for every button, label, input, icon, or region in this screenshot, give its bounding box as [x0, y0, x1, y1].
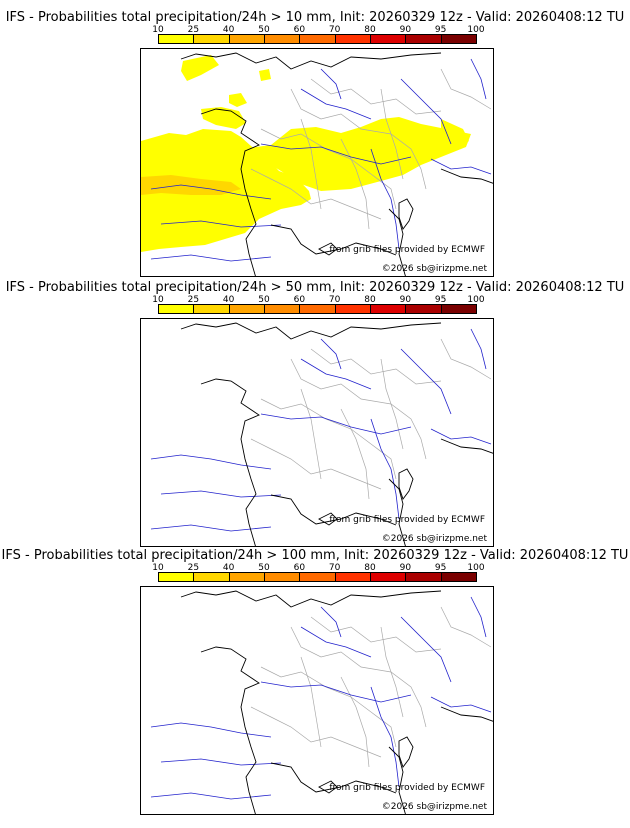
scale-label: 10 — [152, 295, 164, 305]
colorbar-cell — [406, 305, 442, 313]
precip-area-alps — [441, 119, 469, 149]
colorbar — [158, 34, 477, 44]
colorbar-cell — [229, 573, 265, 581]
scale-label: 100 — [467, 295, 485, 305]
precip-area-north-small — [259, 69, 271, 81]
scale-label: 60 — [293, 25, 306, 35]
colorbar-cell — [264, 305, 301, 313]
scale-label: 95 — [434, 295, 447, 305]
colorbar-cell — [194, 573, 230, 581]
panel-title: IFS - Probabilities total precipitation/… — [5, 10, 625, 25]
map-svg — [150, 590, 493, 814]
copyright-credit: ©2026 sb@irizpme.net — [381, 802, 487, 812]
colorbar-cell — [194, 305, 230, 313]
scale-label: 25 — [187, 25, 200, 35]
scale-label: 95 — [434, 25, 447, 35]
precipitation-map: from grib files provided by ECMWF ©2026 … — [140, 48, 494, 277]
scale-labels: 10 25 40 50 60 70 80 90 95 100 — [152, 295, 484, 305]
colorbar-cell — [370, 573, 407, 581]
scale-label: 40 — [222, 295, 235, 305]
colorbar-cell — [300, 35, 336, 43]
colorbar — [158, 572, 477, 582]
scale-label: 70 — [328, 563, 341, 573]
colorbar-cell — [229, 305, 265, 313]
coastlines — [180, 52, 493, 276]
scale-label: 40 — [222, 25, 235, 35]
colorbar-cell — [159, 573, 195, 581]
precipitation-map: from grib files provided by ECMWF ©2026 … — [140, 318, 494, 547]
scale-label: 100 — [467, 563, 485, 573]
map-svg — [150, 322, 493, 546]
map-svg — [141, 52, 493, 276]
grib-credit: from grib files provided by ECMWF — [329, 783, 485, 793]
panel-title: IFS - Probabilities total precipitation/… — [5, 280, 625, 295]
borders — [250, 606, 492, 768]
colorbar-cell — [441, 305, 476, 313]
scale-label: 70 — [328, 25, 341, 35]
copyright-credit: ©2026 sb@irizpme.net — [381, 264, 487, 274]
borders — [250, 68, 492, 230]
precipitation-map: from grib files provided by ECMWF ©2026 … — [140, 586, 494, 815]
colorbar-cell — [335, 573, 371, 581]
colorbar-cell — [441, 35, 476, 43]
colorbar-cell — [194, 35, 230, 43]
colorbar-cell — [370, 305, 407, 313]
scale-label: 10 — [152, 563, 164, 573]
colorbar-cell — [441, 573, 476, 581]
precip-area-north — [201, 107, 246, 129]
panel-title: IFS - Probabilities total precipitation/… — [1, 548, 629, 563]
colorbar-cell — [406, 35, 442, 43]
colorbar-cell — [335, 305, 371, 313]
colorbar-cell — [300, 573, 336, 581]
scale-label: 60 — [293, 295, 306, 305]
scale-label: 60 — [293, 563, 306, 573]
colorbar-cell — [229, 35, 265, 43]
scale-label: 25 — [187, 563, 200, 573]
scale-label: 50 — [258, 25, 270, 35]
grib-credit: from grib files provided by ECMWF — [329, 245, 485, 255]
scale-label: 50 — [258, 563, 270, 573]
colorbar-cell — [300, 305, 336, 313]
scale-label: 90 — [399, 295, 412, 305]
scale-label: 70 — [328, 295, 341, 305]
map-panel-100mm: IFS - Probabilities total precipitation/… — [0, 538, 630, 815]
map-panel-50mm: IFS - Probabilities total precipitation/… — [0, 270, 630, 547]
colorbar-cell — [264, 35, 301, 43]
scale-label: 90 — [399, 563, 412, 573]
coastlines — [180, 322, 493, 546]
rivers — [150, 596, 492, 800]
colorbar — [158, 304, 477, 314]
scale-label: 40 — [222, 563, 235, 573]
scale-label: 10 — [152, 25, 164, 35]
colorbar-cell — [370, 35, 407, 43]
copyright-credit: ©2026 sb@irizpme.net — [381, 534, 487, 544]
colorbar-cell — [406, 573, 442, 581]
scale-label: 100 — [467, 25, 485, 35]
scale-label: 25 — [187, 295, 200, 305]
precipitation-area — [141, 55, 471, 252]
colorbar-cell — [159, 35, 195, 43]
scale-label: 90 — [399, 25, 412, 35]
coastlines — [180, 590, 493, 814]
map-panel-10mm: IFS - Probabilities total precipitation/… — [0, 0, 630, 277]
scale-labels: 10 25 40 50 60 70 80 90 95 100 — [152, 25, 484, 35]
scale-label: 50 — [258, 295, 270, 305]
borders — [250, 338, 492, 500]
colorbar-cell — [264, 573, 301, 581]
colorbar-cell — [335, 35, 371, 43]
scale-label: 80 — [364, 563, 376, 573]
scale-label: 95 — [434, 563, 447, 573]
precip-area-channel — [181, 55, 219, 81]
scale-label: 80 — [364, 295, 376, 305]
scale-label: 80 — [364, 25, 376, 35]
grib-credit: from grib files provided by ECMWF — [329, 515, 485, 525]
scale-labels: 10 25 40 50 60 70 80 90 95 100 — [152, 563, 484, 573]
colorbar-cell — [159, 305, 195, 313]
precip-area-loire — [241, 117, 471, 191]
rivers — [150, 58, 492, 262]
rivers — [150, 328, 492, 532]
precip-area-normandy — [229, 93, 247, 107]
